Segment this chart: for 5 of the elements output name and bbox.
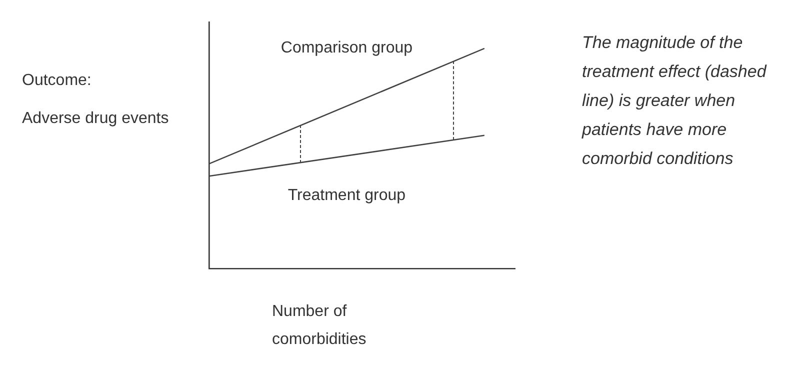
series-label: Treatment group [288,187,406,204]
series-label: Comparison group [280,40,413,57]
x-axis-title: Number of comorbidities [272,302,366,350]
text: The magnitude of the treatment effect (dashed line) is greater when patients have more comorbid conditions [582,32,768,170]
text: Outcome: Adverse drug events [22,72,169,127]
